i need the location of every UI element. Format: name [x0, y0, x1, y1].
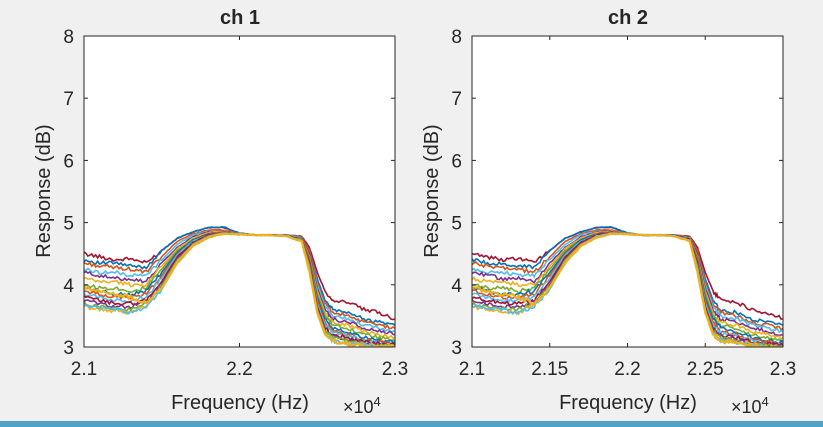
x-tick-label: 2.3 [770, 359, 796, 380]
series-line [84, 232, 395, 347]
plot-lines-ch2 [472, 225, 783, 347]
y-tick-label: 5 [451, 214, 462, 235]
y-tick-label: 7 [63, 89, 74, 110]
plot-lines-ch1 [84, 225, 395, 347]
x-exponent: ×104 [343, 394, 381, 417]
x-tick-label: 2.15 [531, 359, 568, 380]
ticks-ch2: 3 4 5 6 7 8 2.1 2.15 2.2 2.25 2.3 [451, 27, 796, 380]
x-axis-label: Frequency (Hz) [171, 392, 309, 414]
x-exponent: ×104 [731, 394, 769, 417]
y-tick-label: 4 [451, 276, 462, 297]
x-tick-label: 2.25 [687, 359, 724, 380]
y-tick-label: 6 [451, 151, 462, 172]
series-line [472, 232, 783, 347]
y-tick-label: 7 [451, 89, 462, 110]
x-tick-label: 2.1 [459, 359, 485, 380]
y-tick-label: 3 [451, 338, 462, 359]
window-bottom-border [0, 421, 823, 427]
axes-background [472, 36, 783, 347]
y-tick-label: 8 [451, 27, 462, 48]
subplot-ch2: 3 4 5 6 7 8 2.1 2.15 2.2 2.25 2.3 ch 2 Frequency (… [421, 7, 796, 417]
x-tick-label: 2.1 [71, 359, 97, 380]
axes-background [84, 36, 395, 347]
y-axis-label: Response (dB) [421, 124, 443, 257]
y-tick-label: 8 [63, 27, 74, 48]
x-tick-label: 2.2 [226, 359, 252, 380]
x-tick-label: 2.3 [382, 359, 408, 380]
y-axis-label: Response (dB) [33, 124, 55, 257]
y-tick-label: 4 [63, 276, 74, 297]
y-tick-label: 6 [63, 151, 74, 172]
chart-title: ch 2 [608, 7, 648, 29]
subplot-ch1: 3 4 5 6 7 8 2.1 2.2 2.3 ch 1 Frequency (Hz) Resp… [33, 7, 408, 417]
chart-title: ch 1 [220, 7, 260, 29]
x-axis-label: Frequency (Hz) [559, 392, 697, 414]
ticks-ch1: 3 4 5 6 7 8 2.1 2.2 2.3 [63, 27, 408, 380]
y-tick-label: 5 [63, 214, 74, 235]
y-tick-label: 3 [63, 338, 74, 359]
x-tick-label: 2.2 [614, 359, 640, 380]
